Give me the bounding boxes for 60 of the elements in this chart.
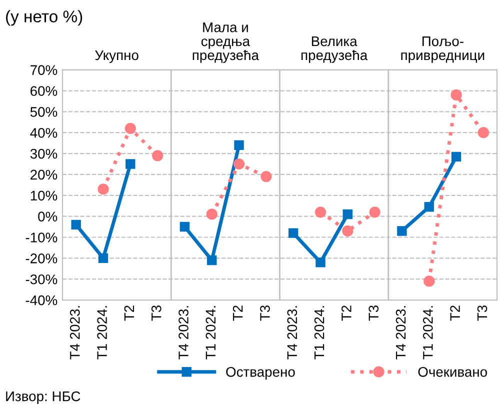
y-tick-label: 70% [30, 65, 58, 75]
y-tick-label: 0% [38, 212, 58, 222]
legend-label: Остварено [226, 367, 295, 380]
point [316, 258, 326, 268]
y-tick-label: 30% [30, 148, 58, 159]
text: Пољо- привредници [401, 36, 484, 63]
point [424, 276, 435, 287]
y-tick-label: -10% [26, 232, 58, 242]
point [180, 222, 190, 232]
y-tick-label: -40% [26, 295, 58, 306]
x-tick-label: Т3 [260, 306, 270, 321]
point [260, 171, 272, 182]
text: Мала и средња предузећа [192, 22, 259, 63]
y-tick-label: 60% [30, 86, 58, 96]
point [342, 225, 354, 237]
point [478, 127, 489, 138]
point [234, 140, 244, 150]
point [124, 122, 136, 134]
point [369, 206, 380, 218]
point [98, 184, 109, 195]
point [126, 159, 136, 169]
y-tick-label: 50% [30, 107, 58, 117]
point [233, 158, 245, 170]
y-tick-label: 40% [30, 128, 58, 138]
legend-label: Очекивано [418, 367, 487, 377]
point [71, 220, 81, 230]
x-tick-label: Т3 [151, 306, 162, 321]
text: Велика предузећа [301, 36, 368, 63]
point [450, 89, 462, 100]
y-tick-label: -30% [26, 274, 58, 284]
text: Укупно [95, 50, 138, 63]
x-tick-label: Т2 [232, 306, 243, 321]
text: Извор: НБС [6, 391, 80, 404]
y-tick-label: 10% [30, 190, 58, 201]
x-tick-label: Т4 2023. [396, 306, 406, 360]
x-tick-label: Т2 [342, 306, 352, 321]
y-tick-label: 20% [30, 170, 58, 180]
point [206, 208, 218, 220]
point [207, 255, 217, 266]
y-tick-label: -20% [26, 254, 58, 264]
x-tick-label: Т3 [477, 306, 488, 321]
point [424, 202, 434, 212]
x-tick-label: Т1 2024. [314, 306, 324, 360]
x-tick-label: Т4 2023. [287, 306, 298, 360]
x-tick-label: Т4 2023. [178, 306, 188, 360]
point [314, 206, 326, 218]
point [342, 209, 352, 220]
x-tick-label: Т2 [124, 306, 134, 321]
x-tick-label: Т1 2024. [206, 306, 216, 360]
point [152, 150, 164, 162]
x-tick-label: Т1 2024. [423, 306, 433, 360]
x-tick-label: Т4 2023. [70, 306, 80, 360]
point [397, 226, 407, 236]
x-tick-label: Т1 2024. [97, 306, 107, 360]
x-tick-label: Т3 [368, 306, 379, 321]
x-tick-label: Т2 [450, 306, 460, 321]
point [288, 228, 298, 238]
chart-subtitle: (у нето %) [6, 10, 82, 26]
point [98, 253, 108, 264]
point [451, 152, 462, 162]
